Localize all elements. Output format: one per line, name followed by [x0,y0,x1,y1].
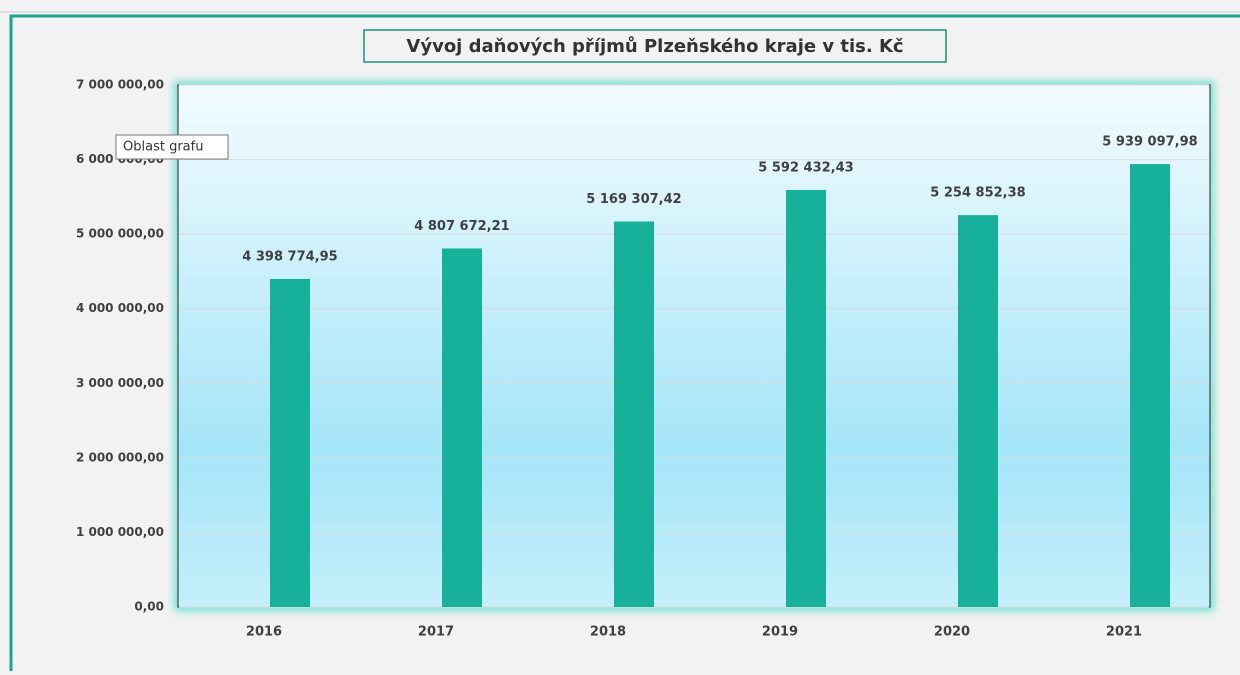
tooltip: Oblast grafu [123,140,203,155]
bar [958,215,998,607]
x-tick-label: 2017 [418,625,454,640]
title-box [363,29,947,63]
y-tick-label: 2 000 000,00 [76,450,164,464]
value-label: 4 807 672,21 [414,219,509,234]
value-label: 5 592 432,43 [758,160,853,175]
plot-area[interactable] [177,84,1211,608]
x-tick-label: 2016 [246,625,282,640]
value-label: 5 169 307,42 [586,192,681,207]
x-tick-label: 2018 [590,625,626,640]
tooltip-box [115,134,229,160]
bar [1130,164,1170,607]
x-tick-label: 2021 [1106,625,1142,640]
value-label: 5 254 852,38 [930,186,1025,201]
y-tick-label: 5 000 000,00 [76,227,164,241]
x-tick-label: 2019 [762,625,798,640]
y-tick-label: 7 000 000,00 [76,78,164,92]
x-tick-label: 2020 [934,625,970,640]
value-label: 4 398 774,95 [242,249,337,264]
bar [442,248,482,607]
value-label: 5 939 097,98 [1102,135,1197,150]
y-tick-label: 1 000 000,00 [76,525,164,539]
bar [786,189,826,607]
bar [614,221,654,607]
y-tick-label: 3 000 000,00 [76,376,164,390]
bar [270,278,310,607]
chart-title: Vývoj daňových příjmů Plzeňského kraje v… [406,35,903,57]
y-tick-label: 4 000 000,00 [76,301,164,315]
y-tick-label: 0,00 [134,600,164,614]
